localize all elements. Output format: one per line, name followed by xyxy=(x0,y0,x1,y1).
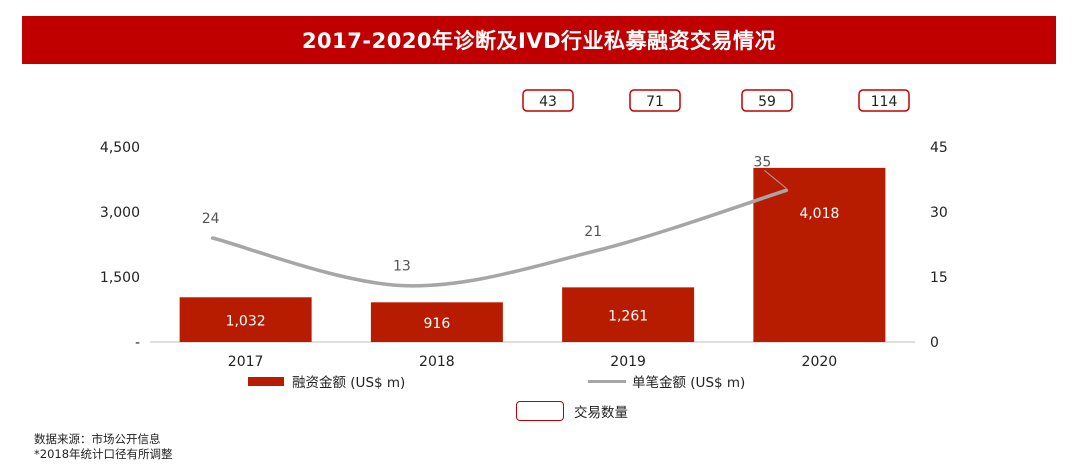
title-banner: 2017-2020年诊断及IVD行业私募融资交易情况 xyxy=(22,16,1056,64)
y-right-tick-label: 0 xyxy=(930,335,939,351)
deal-count-box xyxy=(858,89,910,112)
legend-bar-series: 融资金额 (US$ m) xyxy=(248,371,405,391)
chart-title: 2017-2020年诊断及IVD行业私募融资交易情况 xyxy=(301,29,777,53)
bar xyxy=(753,167,886,342)
bar xyxy=(562,287,695,342)
legend-box-swatch xyxy=(516,401,564,421)
x-tick-label: 2020 xyxy=(802,354,838,370)
line-data-label: 21 xyxy=(584,224,602,240)
x-tick-label: 2019 xyxy=(610,354,646,370)
line-series-path xyxy=(210,188,789,288)
footnote-source: 数据来源：市场公开信息 xyxy=(34,432,161,446)
y-left-tick-label: 3,000 xyxy=(100,205,140,221)
bar-data-label: 1,261 xyxy=(608,309,648,325)
legend-line-series: 单笔金额 (US$ m) xyxy=(588,371,745,391)
y-right-tick-label: 30 xyxy=(930,205,948,221)
y-left-tick-label: 4,500 xyxy=(100,140,140,156)
footnote-adjustment: *2018年统计口径有所调整 xyxy=(34,447,173,461)
legend-box-label: 交易数量 xyxy=(574,405,628,421)
line-data-label: 24 xyxy=(202,211,220,227)
deal-count-label: 43 xyxy=(539,94,557,110)
deal-count-box xyxy=(741,89,793,112)
deal-count-box xyxy=(629,89,681,112)
legend-line-swatch xyxy=(588,379,626,383)
line-data-label: 13 xyxy=(393,259,411,275)
x-tick-label: 2017 xyxy=(228,354,264,370)
legend-bar-label: 融资金额 (US$ m) xyxy=(292,375,406,391)
y-right-tick-label: 45 xyxy=(930,140,948,156)
line-data-label: 35 xyxy=(753,154,771,170)
footnotes: 数据来源：市场公开信息 *2018年统计口径有所调整 xyxy=(34,432,173,462)
legend-line-label: 单笔金额 (US$ m) xyxy=(632,375,746,391)
bar-data-label: 916 xyxy=(424,316,451,332)
line-label-leader xyxy=(764,169,787,189)
x-tick-label: 2018 xyxy=(419,354,455,370)
deal-count-label: 114 xyxy=(871,94,898,110)
deal-count-label: 59 xyxy=(758,94,776,110)
y-left-tick-label: - xyxy=(135,335,140,351)
deal-count-box xyxy=(522,89,574,112)
bar-data-label: 1,032 xyxy=(226,314,266,330)
y-left-tick-label: 1,500 xyxy=(100,270,140,286)
legend-box-series: 交易数量 xyxy=(516,401,628,421)
bar-data-label: 4,018 xyxy=(799,206,839,222)
legend-bar-swatch xyxy=(248,376,284,386)
deal-count-label: 71 xyxy=(646,94,664,110)
y-right-tick-label: 15 xyxy=(930,270,948,286)
bar xyxy=(370,302,503,342)
bar xyxy=(179,297,312,342)
